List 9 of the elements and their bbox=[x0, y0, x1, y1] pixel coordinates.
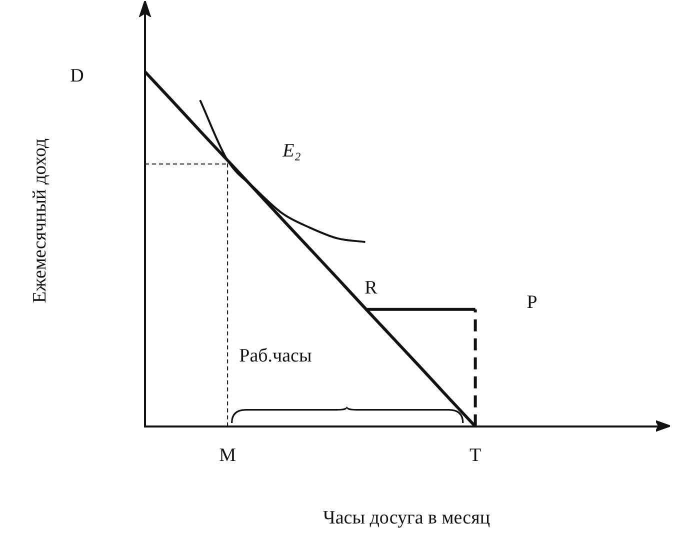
x-axis-title: Часы досуга в месяц bbox=[322, 508, 490, 529]
text: D bbox=[70, 66, 84, 87]
annotation: R bbox=[364, 278, 378, 299]
x-tick-label: M bbox=[219, 444, 236, 466]
annotation: P bbox=[526, 292, 538, 313]
x-tick-label: T bbox=[470, 444, 482, 466]
text: E₂ bbox=[282, 140, 302, 162]
annotation: Раб.часы bbox=[239, 345, 312, 366]
y-axis-title: Ежемесячный доход bbox=[29, 138, 50, 303]
